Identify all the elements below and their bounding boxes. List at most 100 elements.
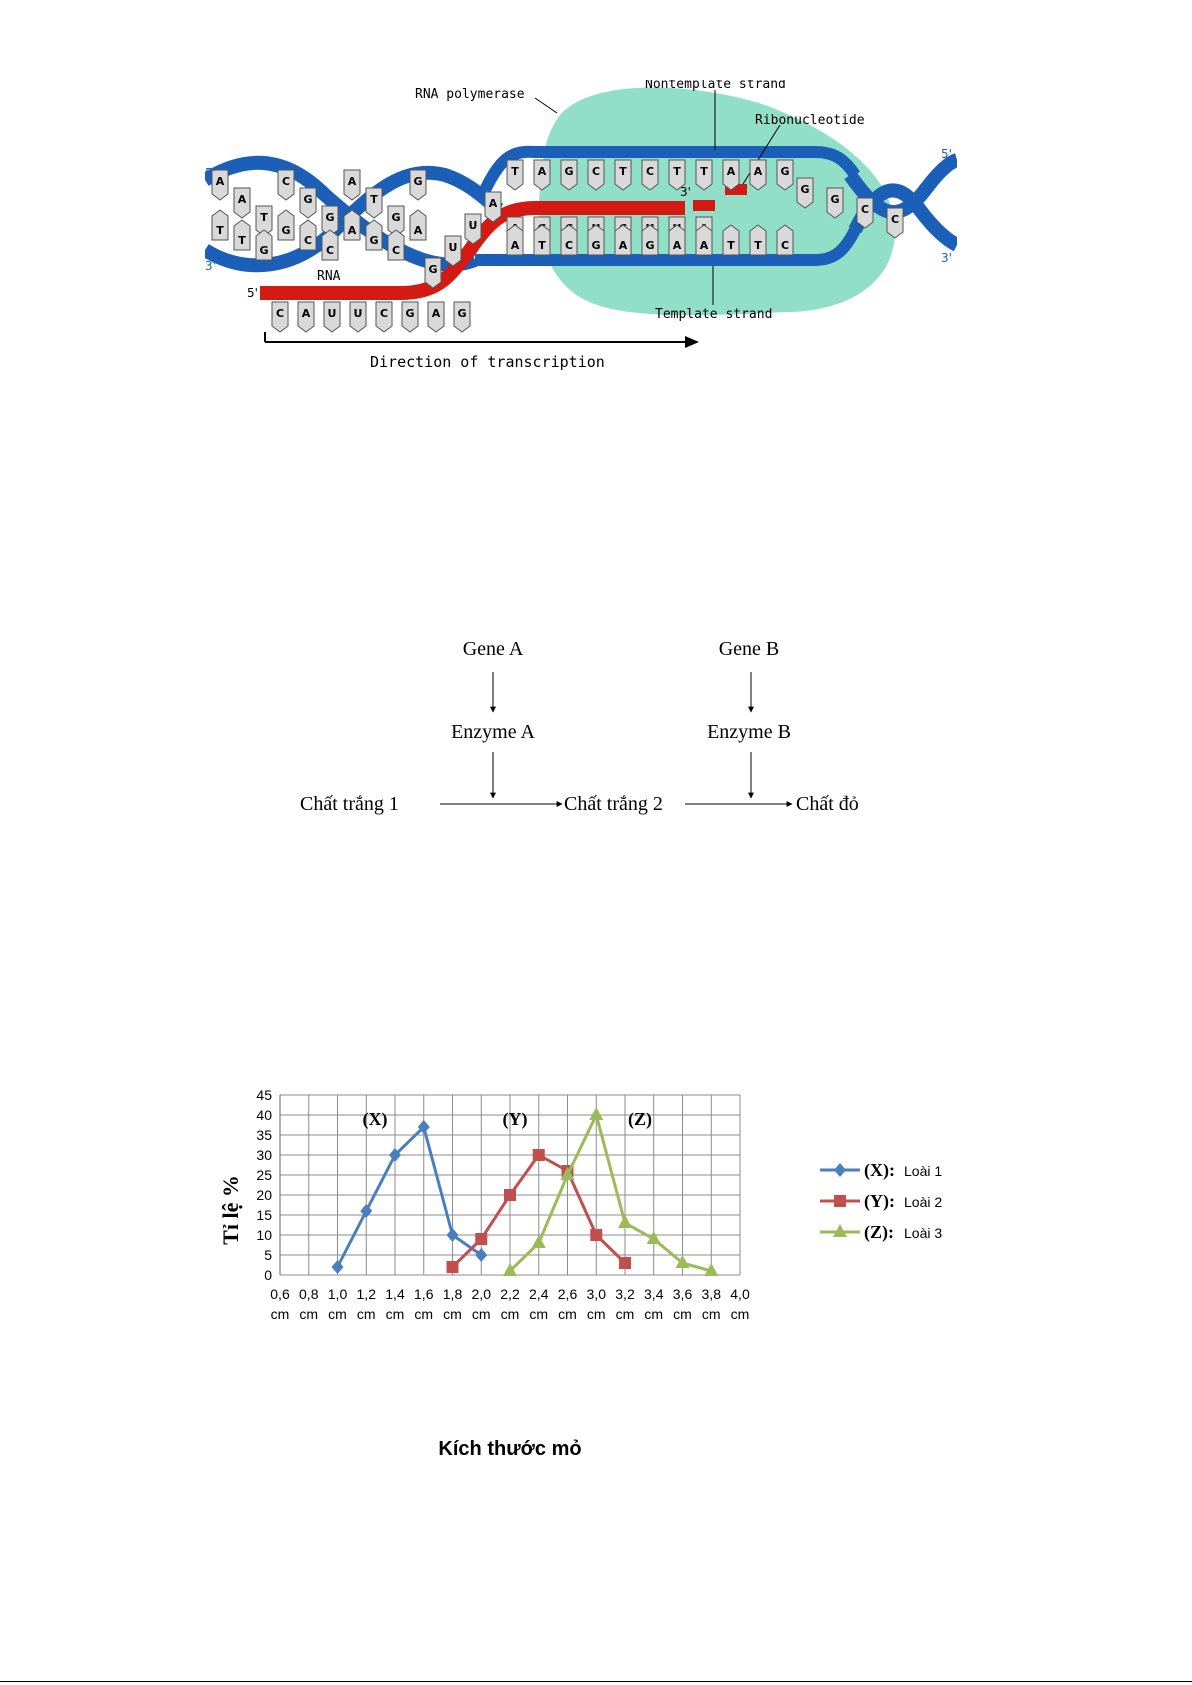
nontemplate-base-letter: T <box>511 165 519 178</box>
y-tick-label: 30 <box>256 1147 272 1163</box>
template-base: A <box>506 224 524 256</box>
rna-base: G <box>453 301 471 333</box>
x-tick-value: 1,0 <box>328 1286 348 1302</box>
left-helix-base: T <box>211 209 229 241</box>
x-tick-value: 1,4 <box>385 1286 405 1302</box>
right-helix-base-shape <box>796 177 814 209</box>
x-tick-label: 4,0 cm <box>730 1286 750 1322</box>
nontemplate-base: C <box>587 159 605 191</box>
label-rna-polymerase: RNA polymerase <box>415 87 525 102</box>
series-annotation: (Z) <box>628 1109 652 1130</box>
left-helix-base-shape <box>365 219 383 251</box>
series-point <box>704 1263 719 1276</box>
left-helix-base-letter: C <box>392 244 400 257</box>
ribonucleotide-pointer <box>742 124 781 185</box>
left-helix-base-letter: T <box>216 224 224 237</box>
template-base-shape <box>533 224 551 256</box>
footer-rule <box>0 1681 1192 1682</box>
left-helix-base: C <box>277 169 295 201</box>
rna-base-shape <box>349 301 367 333</box>
template-base-letter: G <box>591 239 600 252</box>
x-tick-value: 2,2 <box>500 1286 520 1302</box>
beak-size-chart: 0 5 10 15 20 25 30 35 40 45 0,6 cm 0,8 cm 1,0 cm 1,2 cm 1… <box>210 1085 990 1465</box>
left-helix-base: A <box>343 209 361 241</box>
y-tick-label: 5 <box>264 1247 272 1263</box>
left-helix-base-shape <box>233 187 251 219</box>
nontemplate-base: A <box>533 159 551 191</box>
template-base-shape <box>506 224 524 256</box>
left-helix-base-letter: A <box>216 175 225 188</box>
legend-series-name: (Y): <box>864 1191 895 1212</box>
left-helix-base-shape <box>255 229 273 261</box>
left-helix-base-letter: C <box>326 244 334 257</box>
rna-base: G <box>401 301 419 333</box>
x-tick-value: 2,0 <box>472 1286 492 1302</box>
series-point <box>475 1233 488 1245</box>
series-point <box>475 1248 488 1262</box>
left-helix-base-letter: A <box>238 193 247 206</box>
rna-base-shape <box>323 301 341 333</box>
y-tick-label: 15 <box>256 1207 272 1223</box>
rna-base-letter: C <box>380 307 388 320</box>
x-tick-unit: cm <box>414 1306 433 1322</box>
nontemplate-base-letter: G <box>780 165 789 178</box>
nontemplate-base-shape <box>722 159 740 191</box>
left-helix-base: C <box>387 229 405 261</box>
nontemplate-base-letter: C <box>646 165 654 178</box>
rna-base: C <box>375 301 393 333</box>
label-5prime-left-top: 5' <box>205 166 216 180</box>
transition-base-letter: U <box>469 219 478 232</box>
x-tick-label: 3,8 cm <box>702 1286 722 1322</box>
x-tick-value: 3,0 <box>587 1286 607 1302</box>
nontemplate-base-letter: T <box>700 165 708 178</box>
label-5prime-right: 5' <box>941 147 952 161</box>
nontemplate-base-shape <box>614 159 632 191</box>
left-helix-base-shape <box>365 187 383 219</box>
nontemplate-base: C <box>641 159 659 191</box>
template-base: T <box>749 224 767 256</box>
left-helix-base-shape <box>343 209 361 241</box>
x-tick-value: 1,6 <box>414 1286 434 1302</box>
left-helix-base-letter: G <box>303 193 312 206</box>
chart-x-axis-label: Kích thước mỏ <box>438 1438 581 1460</box>
label-direction: Direction of transcription <box>370 353 605 371</box>
legend-series-text: Loài 1 <box>904 1163 942 1179</box>
x-tick-label: 3,2 cm <box>615 1286 635 1322</box>
left-helix-base-shape <box>211 209 229 241</box>
rna-base-shape <box>375 301 393 333</box>
nontemplate-base-shape <box>749 159 767 191</box>
x-tick-label: 1,6 cm <box>414 1286 434 1322</box>
template-base-shape <box>560 224 578 256</box>
series-2 <box>503 1107 719 1276</box>
template-base-shape <box>722 224 740 256</box>
series-point <box>389 1148 401 1162</box>
rna-base: C <box>271 301 289 333</box>
left-helix-base-letter: T <box>238 234 246 247</box>
x-tick-label: 2,6 cm <box>558 1286 578 1322</box>
template-base: A <box>668 224 686 256</box>
pathway-substance-2: Chất trắng 2 <box>564 793 663 815</box>
y-tick-label: 0 <box>264 1267 272 1283</box>
rna-base-letter: A <box>302 307 311 320</box>
nontemplate-base-shape <box>641 159 659 191</box>
nontemplate-base: T <box>695 159 713 191</box>
series-point <box>504 1189 516 1201</box>
left-helix-base-letter: G <box>369 234 378 247</box>
x-tick-unit: cm <box>386 1306 405 1322</box>
left-helix-base: G <box>299 187 317 219</box>
label-3prime-rna: 3' <box>680 185 691 199</box>
x-tick-value: 2,6 <box>558 1286 578 1302</box>
template-base: A <box>695 224 713 256</box>
template-base: G <box>587 224 605 256</box>
template-base-letter: T <box>754 239 762 252</box>
left-helix-base-shape <box>233 219 251 251</box>
left-helix-base-letter: G <box>281 224 290 237</box>
transcription-svg: CAUUCGAGGUUATAGCTCTTAAGAGCUCUUAATCGAGAAT… <box>201 77 961 371</box>
left-helix-base-shape <box>277 169 295 201</box>
x-tick-value: 3,2 <box>615 1286 635 1302</box>
x-tick-unit: cm <box>558 1306 577 1322</box>
left-helix-base-shape <box>321 229 339 261</box>
pathway-product: Chất đỏ <box>796 793 859 815</box>
rna-base-letter: A <box>432 307 441 320</box>
